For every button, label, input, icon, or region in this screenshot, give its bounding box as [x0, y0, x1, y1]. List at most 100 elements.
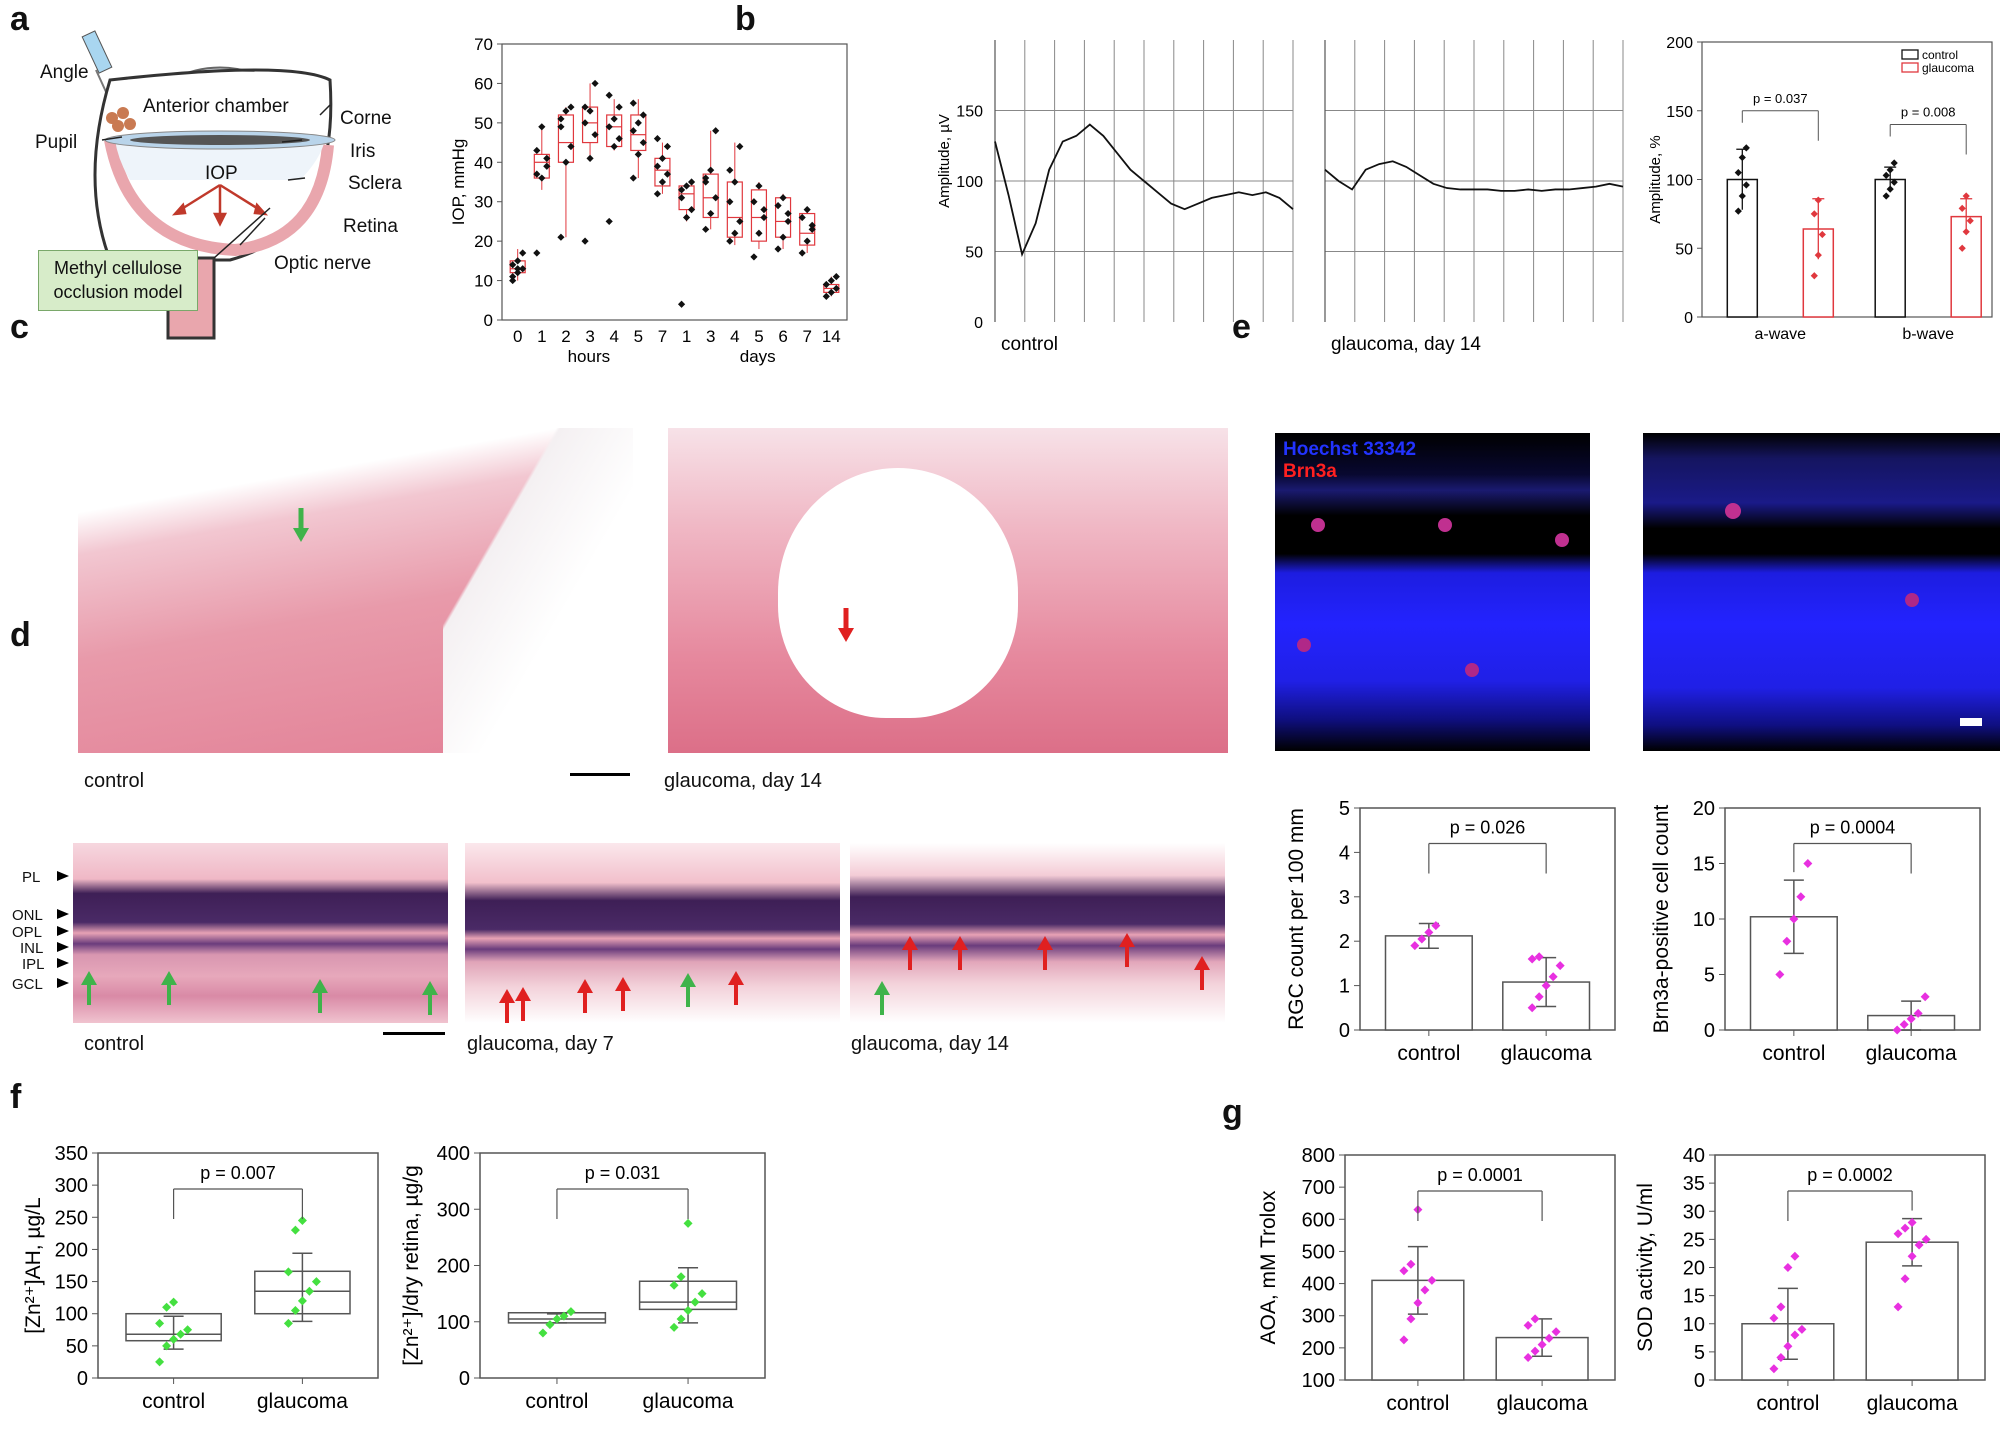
data-point [1738, 153, 1746, 162]
histology-d-control [73, 843, 448, 1023]
data-point [1399, 1266, 1409, 1276]
y-tick-label: 5 [1339, 798, 1350, 820]
data-point [1921, 1234, 1931, 1244]
data-point [682, 182, 691, 190]
p-value-label: p = 0.0004 [1810, 818, 1896, 838]
data-point [1790, 1251, 1800, 1261]
plot-frame [501, 43, 848, 321]
x-tick-label: glaucoma [1501, 1042, 1592, 1065]
y-axis-label: AOA, mM Trolox [1257, 1190, 1280, 1345]
data-point [832, 284, 840, 293]
brn3a-count-chart: 0 5 10 15 20 Brn3a-positive cell count control… [1650, 798, 1981, 1065]
data-point [726, 198, 734, 206]
data-point [682, 213, 691, 222]
data-point [581, 237, 589, 245]
x-group-label-hours: hours [568, 347, 611, 366]
x-tick-label: 5 [634, 327, 643, 346]
label-angle: Angle [40, 62, 89, 83]
data-point [610, 142, 618, 151]
y-axis-label: RGC count per 100 mm [1285, 808, 1308, 1030]
data-point [707, 166, 715, 174]
bar [1384, 935, 1473, 1031]
data-point [1886, 166, 1894, 174]
data-point [1907, 1251, 1917, 1261]
panel-letter-e: e [1232, 308, 1251, 346]
erg-trace-control [994, 123, 1294, 258]
y-tick-label: 150 [55, 1272, 88, 1294]
data-point [1906, 1014, 1916, 1024]
y-tick-label: 0 [1704, 1020, 1715, 1042]
y-tick-label: 50 [965, 245, 983, 262]
data-point [509, 276, 517, 285]
data-point [1900, 1223, 1910, 1233]
data-point [1775, 970, 1785, 979]
x-tick-label: 4 [730, 327, 739, 346]
data-point [760, 213, 768, 222]
caption-d-day7: glaucoma, day 7 [467, 1033, 614, 1055]
y-tick-label: 600 [1302, 1209, 1335, 1231]
data-point [1417, 934, 1427, 944]
data-point [1776, 1353, 1786, 1362]
data-point [183, 1325, 193, 1335]
legend-label-control: control [1922, 48, 1958, 62]
green-arrows-control [81, 971, 438, 1015]
data-point [1530, 1346, 1540, 1356]
erg-amplitude-chart: 0 50 100 150 200 Amplitude, % a-wave p = 0.037 b… [1647, 35, 1993, 343]
y-tick-label: 150 [956, 104, 983, 121]
data-point [1962, 228, 1970, 236]
data-point [1527, 954, 1537, 964]
data-point [1537, 1340, 1547, 1350]
y-tick-label: 300 [437, 1199, 470, 1221]
y-tick-label: 10 [1683, 1314, 1705, 1336]
layer-label-onl: ONL [12, 907, 43, 924]
x-tick-label: control [1756, 1392, 1819, 1415]
p-value-label: p = 0.0002 [1807, 1165, 1893, 1185]
y-tick-label: 0 [1684, 310, 1693, 327]
x-tick-label: control [1397, 1042, 1460, 1065]
trace-caption-glaucoma: glaucoma, day 14 [1331, 334, 1481, 355]
data-point [784, 217, 792, 226]
data-point [591, 79, 599, 88]
data-point [712, 127, 720, 135]
data-point [304, 1286, 314, 1296]
leader-lines [101, 104, 331, 259]
model-line-2: occlusion model [53, 282, 183, 303]
data-point [808, 221, 816, 229]
y-tick-label: 0 [1694, 1370, 1705, 1392]
data-point [755, 229, 763, 237]
x-tick-label: 14 [822, 327, 841, 346]
data-point [1541, 981, 1551, 991]
layer-label-opl: OPL [12, 924, 43, 941]
label-sclera: Sclera [348, 173, 402, 194]
data-point [1783, 1263, 1793, 1272]
data-point [774, 245, 782, 253]
erg-trace-glaucoma [1324, 160, 1624, 192]
data-point [683, 1218, 693, 1228]
data-point [1769, 1313, 1779, 1323]
data-point [311, 1277, 321, 1287]
data-point [1789, 914, 1799, 924]
data-point [803, 206, 811, 214]
iop-arrows [171, 183, 269, 227]
y-tick-label: 100 [956, 174, 983, 191]
data-point [1769, 1364, 1779, 1374]
data-point [687, 178, 696, 186]
data-point [155, 1318, 165, 1328]
data-point [581, 103, 589, 111]
data-point [1399, 1335, 1409, 1345]
p-value-label: p = 0.0001 [1437, 1165, 1523, 1185]
y-tick-label: 20 [1683, 1258, 1705, 1280]
x-tick-label: 1 [682, 327, 691, 346]
y-tick-label: 100 [55, 1304, 88, 1326]
panel-letter-b: b [735, 0, 756, 38]
x-tick-label: control [142, 1390, 205, 1413]
data-point [1803, 859, 1813, 868]
data-point [669, 1322, 679, 1332]
plot-frame [97, 1152, 379, 1379]
data-point [283, 1318, 293, 1328]
y-tick-label: 30 [1683, 1201, 1705, 1223]
data-point [663, 142, 672, 151]
data-point [750, 253, 758, 261]
histology-c-glaucoma [668, 428, 1228, 753]
data-point [559, 1311, 569, 1321]
